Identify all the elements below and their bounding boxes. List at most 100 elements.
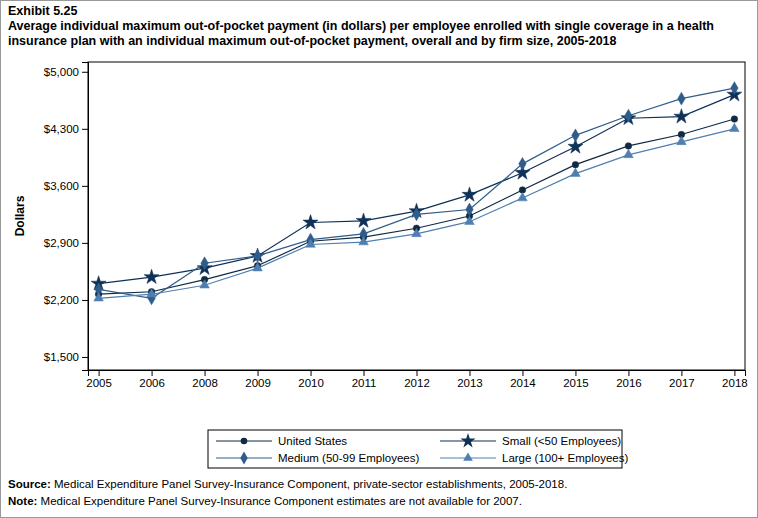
series-marker: [678, 92, 685, 105]
x-tick-mark: [628, 370, 629, 376]
plot-marks: [91, 82, 742, 305]
legend-marker: [460, 433, 475, 447]
x-tick-label: 2014: [510, 377, 536, 389]
y-tick-mark: [82, 243, 88, 244]
series-line: [99, 119, 735, 294]
x-tick-mark: [205, 370, 206, 376]
series-marker: [356, 213, 371, 227]
x-tick: 2008: [192, 370, 218, 389]
series-marker: [572, 161, 579, 168]
note-row: Source: Medical Expenditure Panel Survey…: [8, 476, 753, 493]
subtitle: Average individual maximum out-of-pocket…: [8, 19, 748, 49]
series-marker: [625, 143, 632, 150]
note-row: Note: Medical Expenditure Panel Survey-I…: [8, 493, 753, 510]
y-tick-mark: [82, 72, 88, 73]
header: Exhibit 5.25Average individual maximum o…: [8, 4, 748, 49]
series-marker: [200, 280, 210, 288]
legend-item: Medium (50-99 Employees): [216, 452, 419, 465]
note-text: Medical Expenditure Panel Survey-Insuran…: [37, 495, 522, 507]
x-tick: 2012: [404, 370, 430, 389]
series-marker: [731, 82, 738, 95]
note-text: Medical Expenditure Panel Survey-Insuran…: [51, 478, 568, 490]
x-tick: 2015: [563, 370, 589, 389]
legend-item: United States: [216, 435, 347, 447]
series-marker: [677, 136, 687, 144]
x-tick-label: 2012: [404, 377, 430, 389]
x-tick-label: 2011: [352, 377, 377, 389]
series-marker: [144, 269, 159, 283]
series-marker: [731, 116, 738, 123]
x-tick: 2017: [669, 370, 695, 389]
y-tick-label: $2,900: [44, 237, 79, 249]
series-marker: [94, 293, 104, 301]
x-tick-mark: [522, 370, 523, 376]
x-tick-label: 2018: [722, 377, 748, 389]
series-marker: [250, 248, 265, 262]
series-marker: [201, 257, 208, 270]
series-marker: [572, 129, 579, 142]
x-tick-label: 2009: [245, 377, 271, 389]
x-tick-label: 2015: [563, 377, 589, 389]
y-axis-title: Dollars: [13, 195, 27, 236]
x-tick: 2011: [352, 370, 377, 389]
x-tick-mark: [681, 370, 682, 376]
y-tick-mark: [82, 186, 88, 187]
y-tick: $2,200: [44, 294, 88, 306]
series-marker: [730, 123, 740, 131]
series-marker: [518, 193, 528, 201]
x-tick-mark: [469, 370, 470, 376]
legend-label: Small (<50 Employees): [502, 435, 621, 447]
y-tick-label: $4,300: [44, 123, 79, 135]
x-tick-mark: [575, 370, 576, 376]
y-tick: $4,300: [44, 123, 88, 135]
legend-marker: [241, 438, 248, 445]
legend-label: United States: [278, 435, 347, 447]
x-axis: 2005 2006 2008 2009 2010 2011 2012 2013 2014 2015…: [86, 370, 747, 389]
y-tick-label: $5,000: [44, 66, 79, 78]
x-tick: 2018: [722, 370, 748, 389]
series-marker: [465, 216, 475, 224]
note-label: Note:: [8, 495, 37, 507]
series-marker: [253, 263, 263, 271]
x-tick-mark: [734, 370, 735, 376]
note-label: Source:: [8, 478, 51, 490]
series-line: [99, 129, 735, 298]
legend: United States Small (<50 Employees) Medium…: [208, 430, 628, 468]
x-tick: 2005: [86, 370, 112, 389]
x-tick-mark: [152, 370, 153, 376]
x-tick-label: 2010: [298, 377, 324, 389]
x-tick-mark: [258, 370, 259, 376]
y-tick: $2,900: [44, 237, 88, 249]
x-tick-mark: [99, 370, 100, 376]
series-marker: [254, 249, 261, 262]
x-tick-label: 2017: [669, 377, 695, 389]
y-tick-mark: [82, 357, 88, 358]
y-axis-line: [82, 63, 89, 371]
y-tick-label: $1,500: [44, 351, 79, 363]
x-tick-label: 2008: [192, 377, 218, 389]
series-marker: [571, 168, 581, 176]
y-tick-mark: [82, 300, 88, 301]
x-tick-mark: [311, 370, 312, 376]
series-marker: [624, 149, 634, 157]
x-axis-line: [89, 371, 746, 377]
y-axis: $1,500 $2,200 $2,900 $3,600 $4,300 $5,000: [44, 63, 89, 371]
x-tick: 2009: [245, 370, 271, 389]
x-tick: 2006: [139, 370, 165, 389]
series-marker: [303, 215, 318, 229]
series-marker: [413, 208, 420, 221]
y-tick: $3,600: [44, 180, 88, 192]
series-marker: [625, 109, 632, 122]
series-marker: [674, 109, 689, 123]
x-tick-label: 2013: [457, 377, 483, 389]
series-marker: [147, 289, 157, 297]
x-tick-label: 2016: [616, 377, 642, 389]
legend-item: Small (<50 Employees): [440, 433, 621, 447]
y-tick: $1,500: [44, 351, 88, 363]
series-line: [99, 95, 735, 284]
series-marker: [359, 237, 369, 245]
plot-frame: [88, 62, 745, 370]
legend-label: Medium (50-99 Employees): [278, 452, 419, 464]
series-marker: [466, 203, 473, 216]
y-tick-label: $2,200: [44, 294, 79, 306]
